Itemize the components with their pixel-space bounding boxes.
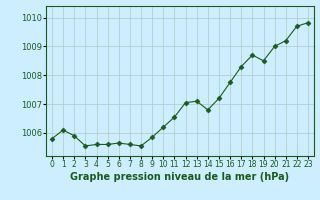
X-axis label: Graphe pression niveau de la mer (hPa): Graphe pression niveau de la mer (hPa) (70, 172, 290, 182)
